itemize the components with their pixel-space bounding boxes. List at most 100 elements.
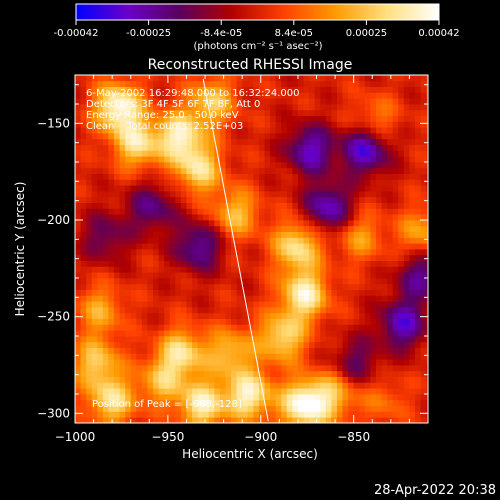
- heatmap-cell: [102, 92, 109, 99]
- heatmap-cell: [336, 347, 343, 354]
- heatmap-cell: [141, 167, 148, 174]
- heatmap-cell: [348, 307, 355, 314]
- heatmap-cell: [359, 324, 366, 331]
- heatmap-cell: [281, 260, 288, 267]
- heatmap-cell: [281, 179, 288, 186]
- heatmap-cell: [130, 295, 137, 302]
- heatmap-cell: [219, 243, 226, 250]
- heatmap-cell: [303, 220, 310, 227]
- heatmap-cell: [353, 185, 360, 192]
- heatmap-cell: [192, 144, 199, 151]
- heatmap-cell: [231, 214, 238, 221]
- heatmap-cell: [164, 173, 171, 180]
- heatmap-cell: [236, 202, 243, 209]
- heatmap-cell: [130, 75, 137, 82]
- heatmap-cell: [353, 359, 360, 366]
- heatmap-cell: [186, 289, 193, 296]
- heatmap-cell: [114, 133, 120, 140]
- heatmap-cell: [309, 167, 316, 174]
- heatmap-cell: [420, 150, 427, 157]
- heatmap-cell: [420, 289, 427, 296]
- heatmap-cell: [281, 254, 288, 261]
- heatmap-cell: [314, 121, 321, 128]
- heatmap-cell: [80, 133, 87, 140]
- heatmap-cell: [381, 138, 388, 145]
- heatmap-cell: [314, 104, 321, 111]
- heatmap-cell: [225, 150, 232, 157]
- heatmap-cell: [364, 295, 371, 302]
- heatmap-cell: [320, 307, 327, 314]
- heatmap-cell: [403, 220, 410, 227]
- heatmap-cell: [409, 162, 416, 169]
- heatmap-cell: [102, 167, 109, 174]
- heatmap-cell: [426, 289, 428, 296]
- heatmap-cell: [136, 254, 143, 261]
- heatmap-cell: [186, 399, 193, 406]
- heatmap-cell: [141, 376, 148, 383]
- heatmap-cell: [264, 138, 271, 145]
- heatmap-cell: [420, 185, 427, 192]
- heatmap-cell: [75, 289, 81, 296]
- heatmap-cell: [387, 86, 394, 93]
- heatmap-cell: [141, 405, 148, 412]
- heatmap-cell: [403, 133, 410, 140]
- heatmap-cell: [270, 266, 277, 273]
- heatmap-cell: [102, 283, 109, 290]
- heatmap-cell: [348, 156, 355, 163]
- heatmap-cell: [231, 98, 238, 105]
- heatmap-cell: [141, 330, 148, 337]
- heatmap-cell: [264, 295, 271, 302]
- x-tick-label: −950: [151, 430, 184, 444]
- heatmap-cell: [342, 260, 349, 267]
- heatmap-cell: [309, 162, 316, 169]
- heatmap-cell: [387, 272, 394, 279]
- heatmap-cell: [158, 109, 165, 116]
- heatmap-cell: [203, 249, 210, 256]
- heatmap-cell: [175, 231, 182, 238]
- heatmap-cell: [80, 208, 87, 215]
- heatmap-cell: [169, 394, 176, 401]
- heatmap-cell: [375, 220, 382, 227]
- heatmap-cell: [364, 301, 371, 308]
- heatmap-cell: [409, 289, 416, 296]
- heatmap-cell: [175, 127, 182, 134]
- heatmap-cell: [381, 370, 388, 377]
- heatmap-cell: [203, 405, 210, 412]
- heatmap-cell: [97, 324, 104, 331]
- heatmap-cell: [375, 341, 382, 348]
- heatmap-cell: [409, 214, 416, 221]
- heatmap-cell: [331, 115, 338, 122]
- heatmap-cell: [336, 243, 343, 250]
- heatmap-cell: [231, 104, 238, 111]
- heatmap-cell: [414, 324, 421, 331]
- heatmap-cell: [286, 405, 293, 412]
- heatmap-cell: [175, 336, 182, 343]
- heatmap-cell: [320, 260, 327, 267]
- heatmap-cell: [309, 144, 316, 151]
- heatmap-cell: [320, 162, 327, 169]
- heatmap-cell: [370, 121, 377, 128]
- heatmap-cell: [336, 394, 343, 401]
- heatmap-cell: [180, 266, 187, 273]
- heatmap-cell: [359, 411, 366, 418]
- heatmap-cell: [398, 173, 405, 180]
- heatmap-cell: [125, 167, 132, 174]
- heatmap-cell: [208, 150, 215, 157]
- heatmap-cell: [180, 254, 187, 261]
- heatmap-cell: [102, 109, 109, 116]
- heatmap-cell: [325, 144, 332, 151]
- heatmap-cell: [214, 196, 221, 203]
- heatmap-cell: [359, 295, 366, 302]
- heatmap-cell: [247, 208, 254, 215]
- heatmap-cell: [197, 289, 204, 296]
- heatmap-cell: [281, 312, 288, 319]
- heatmap-cell: [91, 179, 98, 186]
- heatmap-cell: [286, 318, 293, 325]
- heatmap-cell: [208, 138, 215, 145]
- heatmap-cell: [197, 179, 204, 186]
- heatmap-cell: [86, 75, 93, 82]
- heatmap-cell: [270, 336, 277, 343]
- heatmap-cell: [392, 254, 399, 261]
- heatmap-cell: [264, 109, 271, 116]
- heatmap-cell: [153, 295, 159, 302]
